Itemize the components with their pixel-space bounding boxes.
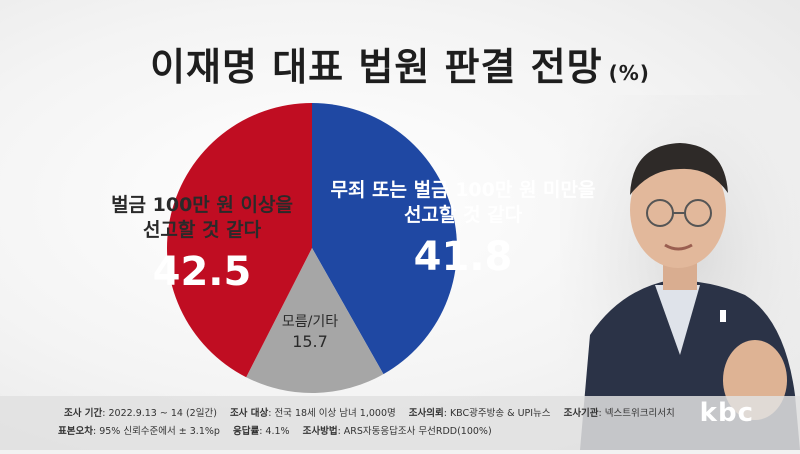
- target-value: : 전국 18세 이상 남녀 1,000명: [268, 408, 396, 419]
- gray-label-line1: 모름/기타: [281, 314, 339, 330]
- method-value: : ARS자동응답조사 무선RDD(100%): [337, 426, 492, 437]
- period-label: 조사 기간: [64, 408, 103, 419]
- pie-slice-0: [312, 103, 457, 375]
- footer-line-1: 조사 기간: 2022.9.13 ~ 14 (2일간) 조사 대상: 전국 18…: [58, 405, 679, 419]
- response-label: 응답률: [232, 426, 260, 437]
- red-label-line1: 벌금 100만 원 이상을: [111, 194, 293, 216]
- kbc-logo: kbc: [700, 398, 754, 428]
- method-label: 조사방법: [302, 426, 338, 437]
- gray-value: 15.7: [292, 332, 328, 351]
- label-red-slice: 벌금 100만 원 이상을 선고할 것 같다 42.5: [92, 193, 312, 295]
- label-gray-slice: 모름/기타 15.7: [262, 313, 358, 352]
- agency-label: 조사기관: [563, 408, 599, 419]
- client-value: : KBC광주방송 & UPI뉴스: [443, 408, 551, 419]
- agency-value: : 넥스트위크리서치: [598, 408, 675, 419]
- chart-title: 이재명 대표 법원 판결 전망 (%): [0, 36, 800, 91]
- error-label: 표본오차: [58, 426, 93, 437]
- logo-text: kbc: [699, 398, 754, 428]
- period-value: : 2022.9.13 ~ 14 (2일간): [102, 408, 217, 419]
- error-value: : 95% 신뢰수준에서 ± 3.1%p: [92, 426, 220, 437]
- title-unit: (%): [608, 61, 650, 85]
- blue-value: 41.8: [413, 234, 513, 280]
- blue-label-line1: 무죄 또는 벌금 100만 원 미만을: [330, 179, 596, 201]
- blue-label-line2: 선고할 것 같다: [403, 204, 523, 226]
- target-label: 조사 대상: [229, 408, 269, 419]
- pie-slice-1: [246, 248, 384, 393]
- footer-line-2: 표본오차: 95% 신뢰수준에서 ± 3.1%p 응답률: 4.1% 조사방법:…: [58, 423, 496, 437]
- client-label: 조사의뢰: [408, 408, 444, 419]
- response-value: : 4.1%: [259, 426, 290, 437]
- red-label-line2: 선고할 것 같다: [142, 219, 262, 241]
- red-value: 42.5: [152, 249, 252, 295]
- title-text: 이재명 대표 법원 판결 전망: [150, 45, 603, 89]
- label-blue-slice: 무죄 또는 벌금 100만 원 미만을 선고할 것 같다 41.8: [318, 178, 608, 280]
- footer-bar: [0, 396, 800, 450]
- pie-slice-2: [166, 103, 312, 378]
